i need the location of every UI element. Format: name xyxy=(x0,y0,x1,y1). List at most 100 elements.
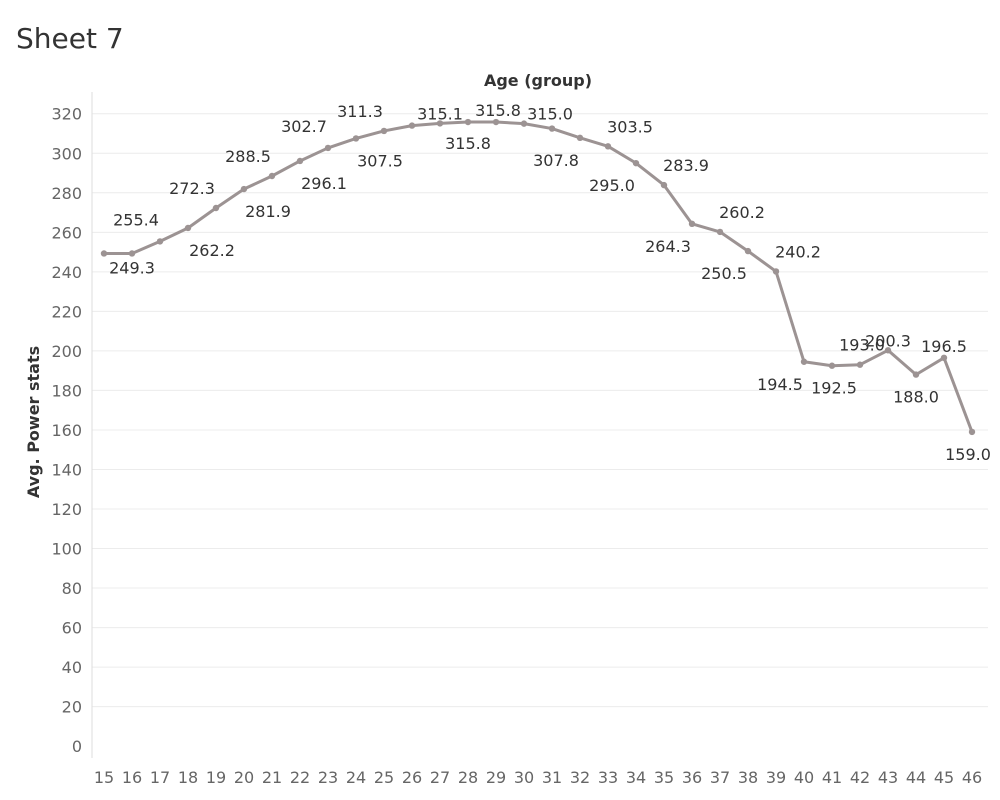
data-label: 307.8 xyxy=(533,151,579,170)
x-tick-label: 35 xyxy=(654,768,674,787)
data-label: 315.0 xyxy=(527,105,573,124)
series-layer xyxy=(100,118,976,436)
data-point[interactable] xyxy=(744,247,752,255)
x-tick-label: 29 xyxy=(486,768,506,787)
x-tick-label: 27 xyxy=(430,768,450,787)
y-tick-label: 220 xyxy=(51,302,82,321)
x-tick-label: 18 xyxy=(178,768,198,787)
x-axis-title: Age (group) xyxy=(484,71,592,90)
data-point[interactable] xyxy=(520,120,528,127)
x-tick-label: 30 xyxy=(514,768,534,787)
data-point[interactable] xyxy=(408,122,416,129)
x-tick-label: 39 xyxy=(766,768,786,787)
x-tick-label: 25 xyxy=(374,768,394,787)
data-point[interactable] xyxy=(296,157,304,165)
x-tick-label: 32 xyxy=(570,768,590,787)
data-label: 196.5 xyxy=(921,337,967,356)
data-point[interactable] xyxy=(688,220,696,228)
x-tick-label: 33 xyxy=(598,768,618,787)
data-label: 240.2 xyxy=(775,242,821,261)
y-axis-ticks: 0 20 40 60 80 100 120 140 160 180 200 220 240 260 280 3… xyxy=(51,105,82,756)
data-point[interactable] xyxy=(128,250,136,257)
x-tick-label: 34 xyxy=(626,768,646,787)
data-point[interactable] xyxy=(912,371,920,378)
page-title: Sheet 7 xyxy=(16,22,124,55)
y-tick-label: 0 xyxy=(72,737,82,756)
x-tick-label: 16 xyxy=(122,768,142,787)
data-point[interactable] xyxy=(800,358,808,365)
data-point[interactable] xyxy=(492,118,500,126)
x-tick-label: 28 xyxy=(458,768,478,787)
series-line xyxy=(104,120,974,433)
gridlines xyxy=(91,92,988,758)
x-tick-label: 22 xyxy=(290,768,310,787)
x-tick-label: 20 xyxy=(234,768,254,787)
data-point[interactable] xyxy=(464,118,472,126)
data-label: 249.3 xyxy=(109,258,155,277)
data-point[interactable] xyxy=(184,224,192,232)
data-label: 302.7 xyxy=(281,117,327,136)
data-point[interactable] xyxy=(940,354,948,362)
data-point[interactable] xyxy=(212,204,220,212)
data-point[interactable] xyxy=(576,134,584,142)
data-label: 194.5 xyxy=(757,375,803,394)
x-tick-label: 38 xyxy=(738,768,758,787)
data-label: 283.9 xyxy=(663,156,709,175)
y-tick-label: 240 xyxy=(51,263,82,282)
data-point[interactable] xyxy=(436,120,444,127)
data-point[interactable] xyxy=(968,428,976,436)
data-label: 192.5 xyxy=(811,379,857,398)
data-point[interactable] xyxy=(324,144,332,152)
data-point[interactable] xyxy=(604,143,612,150)
x-tick-label: 15 xyxy=(94,768,114,787)
data-label: 303.5 xyxy=(607,117,653,136)
y-tick-label: 20 xyxy=(62,698,82,717)
x-tick-label: 23 xyxy=(318,768,338,787)
x-tick-label: 21 xyxy=(262,768,282,787)
y-tick-label: 280 xyxy=(51,184,82,203)
data-label: 260.2 xyxy=(719,203,765,222)
y-tick-label: 300 xyxy=(51,144,82,163)
x-tick-label: 43 xyxy=(878,768,898,787)
y-tick-label: 60 xyxy=(62,619,82,638)
data-point[interactable] xyxy=(884,347,892,354)
data-label: 296.1 xyxy=(301,174,347,193)
data-point[interactable] xyxy=(352,135,360,142)
data-label: 307.5 xyxy=(357,151,403,170)
data-label: 295.0 xyxy=(589,176,635,195)
data-point[interactable] xyxy=(156,238,164,245)
data-point[interactable] xyxy=(240,185,248,193)
x-tick-label: 44 xyxy=(906,768,926,787)
data-point[interactable] xyxy=(268,172,276,180)
data-point[interactable] xyxy=(100,250,108,257)
data-point[interactable] xyxy=(380,127,388,135)
data-point[interactable] xyxy=(632,159,640,167)
y-tick-label: 160 xyxy=(51,421,82,440)
data-point[interactable] xyxy=(772,268,780,275)
x-tick-label: 41 xyxy=(822,768,842,787)
data-label: 315.8 xyxy=(445,134,491,153)
x-tick-label: 37 xyxy=(710,768,730,787)
y-tick-label: 260 xyxy=(51,223,82,242)
data-label: 315.8 xyxy=(475,101,521,120)
data-label: 311.3 xyxy=(337,102,383,121)
data-label: 262.2 xyxy=(189,241,235,260)
data-label: 193.0 xyxy=(839,336,885,355)
x-tick-label: 17 xyxy=(150,768,170,787)
y-tick-label: 140 xyxy=(51,460,82,479)
x-axis-ticks: 15 16 17 18 19 20 21 22 23 24 25 26 27 28 29 30 31 32 33 34… xyxy=(94,768,982,787)
data-point[interactable] xyxy=(660,181,668,189)
data-point[interactable] xyxy=(548,125,556,132)
y-tick-label: 80 xyxy=(62,579,82,598)
y-tick-label: 100 xyxy=(51,540,82,559)
data-point[interactable] xyxy=(856,361,864,368)
data-label: 159.0 xyxy=(945,445,991,464)
data-labels: 249.3 255.4 262.2 272.3 281.9 288.5 296.1 302.7… xyxy=(109,101,991,464)
data-point[interactable] xyxy=(828,362,836,369)
y-tick-label: 120 xyxy=(51,500,82,519)
y-tick-label: 180 xyxy=(51,381,82,400)
data-point[interactable] xyxy=(716,228,724,236)
data-label: 281.9 xyxy=(245,202,291,221)
x-tick-label: 46 xyxy=(962,768,982,787)
